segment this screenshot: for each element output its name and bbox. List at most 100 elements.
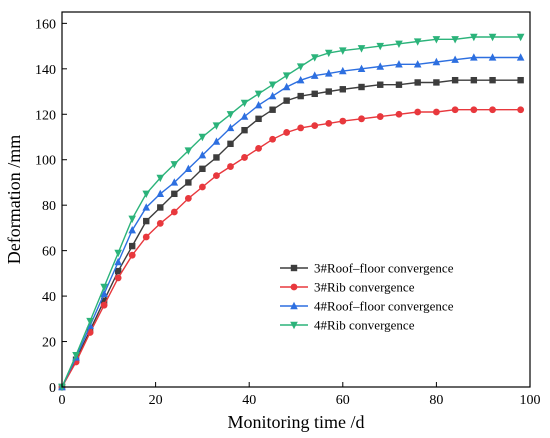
legend-item-2: 3#Rib convergence (280, 280, 415, 295)
series-4-point (488, 33, 497, 42)
plot-area (58, 33, 525, 392)
series-2-point (114, 274, 122, 282)
series-3-line (61, 56, 521, 388)
x-axis-title: Monitoring time /d (228, 412, 365, 432)
series-1-point (100, 297, 108, 304)
series-4-point (198, 133, 207, 142)
legend-marker (290, 321, 298, 330)
series-2-point (325, 119, 333, 127)
y-axis-title: Deformation /mm (4, 135, 24, 264)
series-1-point (269, 106, 276, 113)
series-1-point (213, 154, 220, 161)
series-3-point (357, 64, 366, 73)
series-3-point (451, 55, 459, 63)
x-tick-label: 0 (59, 393, 66, 408)
series-3-point (114, 257, 122, 266)
series-2-point (128, 251, 136, 259)
x-tick-label: 40 (242, 393, 256, 408)
series-4-point (451, 36, 459, 44)
series-3-point (156, 189, 165, 198)
series-3-point (310, 71, 319, 79)
series-2-point (339, 117, 347, 125)
series-3-point (413, 60, 422, 68)
series-4-point (212, 122, 221, 130)
series-1-point (433, 79, 440, 86)
series-1-point (114, 267, 122, 275)
series-1-point (171, 190, 178, 198)
series-2 (58, 106, 525, 391)
series-1-point (470, 76, 478, 84)
series-3-point (100, 289, 108, 298)
series-1-point (283, 97, 290, 104)
series-3-point (268, 91, 277, 100)
series-2-point (283, 129, 291, 136)
y-tick-label: 40 (42, 290, 56, 305)
plot-frame (61, 11, 531, 388)
series-1-point (227, 140, 234, 148)
series-3-point (470, 53, 478, 61)
series-3-point (488, 53, 497, 61)
series-2-point (170, 208, 178, 216)
series-4-point (516, 33, 525, 42)
series-4-point (226, 111, 235, 119)
series-4-point (432, 36, 441, 44)
series-4-point (376, 42, 385, 51)
series-3-point (142, 203, 151, 211)
series-3-point (226, 123, 235, 132)
series-4-point (170, 161, 179, 169)
series-1-point (395, 81, 403, 88)
series-1-point (339, 86, 346, 93)
series-1-point (255, 115, 262, 123)
series-2-point (489, 106, 496, 114)
series-2-point (184, 194, 192, 202)
series-1-point (358, 83, 365, 91)
series-4-point (184, 147, 193, 155)
series-1 (58, 76, 524, 391)
legend-label: 3#Rib convergence (314, 280, 415, 295)
x-tick-label: 60 (336, 393, 350, 408)
series-3-point (254, 100, 263, 109)
series-1-point (311, 90, 318, 98)
series-4-point (357, 45, 366, 53)
series-4-point (114, 249, 122, 258)
series-1-point (157, 204, 164, 211)
series-1-point (377, 81, 384, 88)
legend-item-4: 4#Rib convergence (280, 318, 415, 333)
series-2-point (433, 108, 440, 116)
series-4-point (128, 215, 136, 224)
y-tick-label: 20 (42, 336, 56, 351)
legend: 3#Roof–floor convergence 3#Rib convergenc… (280, 261, 454, 333)
legend-label: 4#Roof–floor convergence (314, 299, 454, 314)
series-2-point (100, 301, 108, 309)
legend-item-1: 3#Roof–floor convergence (280, 261, 454, 276)
series-2-point (395, 110, 403, 118)
legend-label: 4#Rib convergence (314, 318, 415, 333)
series-2-point (255, 144, 262, 152)
series-4-point (240, 99, 249, 108)
series-4-point (86, 317, 94, 326)
y-tick-label: 140 (35, 63, 56, 78)
series-4-point (254, 90, 263, 99)
series-2-point (297, 124, 305, 132)
legend-marker (290, 283, 298, 291)
series-4-point (395, 40, 403, 49)
series-3-point (516, 53, 525, 61)
series-2-point (269, 135, 276, 143)
series-1-point (199, 165, 206, 173)
series-1-point (297, 92, 304, 100)
y-tick-label: 120 (35, 108, 56, 123)
series-3-point (184, 164, 193, 173)
y-tick-label: 60 (42, 245, 56, 260)
series-3-point (395, 60, 403, 68)
series-4-point (310, 54, 319, 62)
series-1-point (489, 76, 496, 84)
y-tick-label: 160 (35, 17, 56, 32)
series-4-point (324, 49, 333, 58)
series-2-point (517, 106, 525, 114)
series-1-point (517, 76, 524, 84)
series-3-point (432, 57, 441, 66)
series-2-point (241, 154, 248, 161)
series-3-point (198, 150, 207, 159)
series-2-point (414, 108, 422, 116)
